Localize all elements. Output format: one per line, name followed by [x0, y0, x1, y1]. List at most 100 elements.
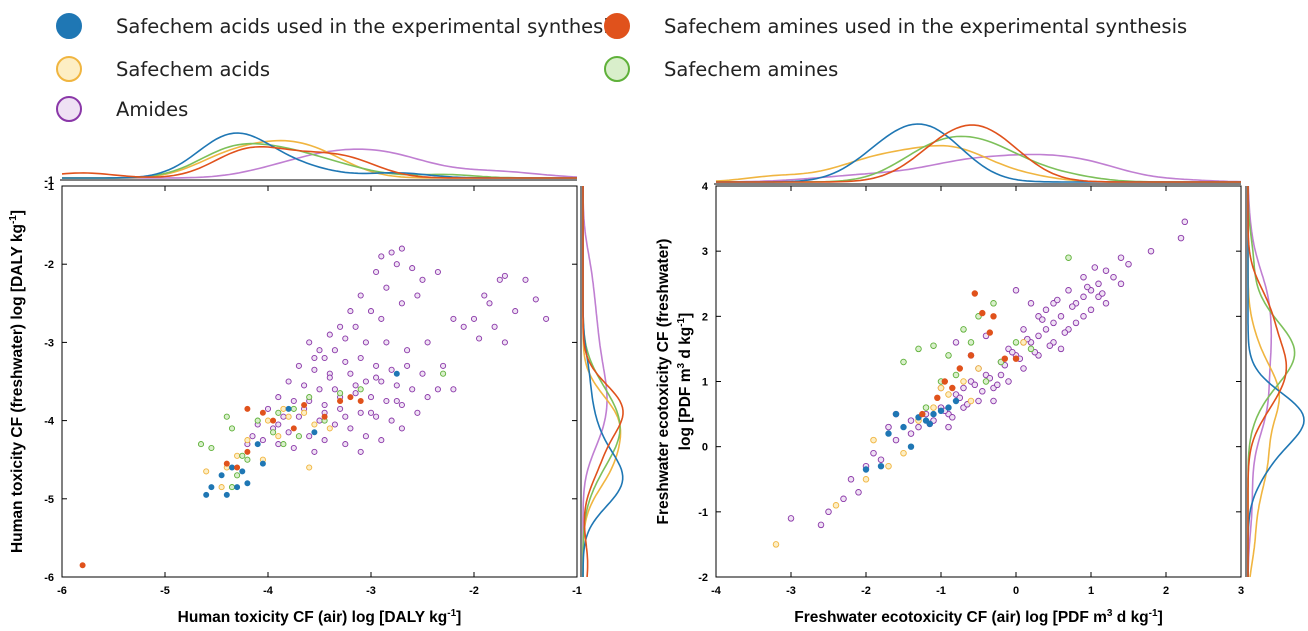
scatter-point [234, 472, 241, 479]
scatter-point [373, 362, 380, 369]
scatter-point [362, 339, 369, 346]
right-density-panel [1245, 185, 1305, 578]
density-curve-top [716, 153, 1242, 183]
scatter-point [280, 441, 287, 448]
x-tick-label: 2 [1163, 585, 1169, 597]
scatter-point [311, 366, 318, 373]
scatter-point [398, 425, 405, 432]
scatter-point [295, 413, 302, 420]
scatter-point [285, 429, 292, 436]
scatter-point [1042, 306, 1050, 314]
scatter-point [885, 430, 892, 437]
density-curve-top [716, 123, 1241, 183]
scatter-point [1054, 296, 1061, 304]
scatter-point [347, 308, 354, 315]
x-tick-label: -1 [936, 585, 946, 597]
scatter-point [393, 370, 400, 377]
scatter-point [244, 405, 251, 412]
y-tick-label: 0 [702, 442, 708, 454]
scatter-point [275, 433, 282, 440]
scatter-point [1009, 348, 1016, 356]
scatter-point [967, 397, 975, 405]
scatter-point [945, 391, 952, 398]
scatter-point [218, 472, 225, 479]
density-curve-top [716, 135, 1241, 183]
scatter-point [414, 409, 421, 416]
y-tick-label: 2 [702, 311, 708, 323]
scatter-point [877, 456, 885, 463]
y-tick-label: -3 [44, 337, 54, 349]
scatter-point [311, 429, 318, 436]
scatter-point [367, 308, 375, 315]
scatter-point [1095, 280, 1102, 288]
y-tick-label: -2 [44, 259, 54, 271]
scatter-point [1181, 218, 1189, 226]
scatter-point [979, 388, 986, 395]
legend-label: Amides [116, 97, 189, 121]
scatter-point [357, 386, 364, 393]
scatter-point [434, 268, 441, 276]
scatter-point [915, 345, 922, 353]
legend-label: Safechem acids used in the experimental … [116, 14, 619, 38]
scatter-point [434, 386, 441, 393]
scatter-point [997, 371, 1005, 379]
scatter-point [949, 384, 956, 392]
scatter-point [1012, 355, 1020, 362]
scatter-point [239, 468, 246, 475]
scatter-point [1012, 287, 1020, 294]
scatter-point [1057, 313, 1065, 320]
scatter-point [295, 433, 302, 440]
scatter-point [543, 315, 550, 322]
scatter-point [862, 476, 870, 483]
scatter-point [1012, 339, 1020, 346]
scatter-point [501, 272, 508, 279]
density-curve-right [1247, 186, 1305, 577]
scatter-point [301, 409, 308, 416]
scatter-point [285, 378, 292, 385]
density-curve-right [1247, 185, 1296, 577]
scatter-point [945, 352, 952, 359]
scatter-point [409, 265, 416, 272]
density-curve-top [62, 148, 578, 179]
x-tick-label: -6 [57, 585, 67, 597]
scatter-point [331, 421, 338, 428]
scatter-point [971, 381, 979, 389]
scatter-point [930, 410, 937, 418]
scatter-point [337, 390, 344, 397]
scatter-point [419, 370, 426, 377]
scatter-point [481, 292, 488, 299]
scatter-point [496, 276, 503, 283]
top-density-axis-label: -1 [44, 175, 54, 187]
x-tick-label: -3 [366, 585, 376, 597]
scatter-point [378, 437, 385, 444]
scatter-point [321, 413, 328, 420]
scatter-point [234, 452, 241, 459]
legend-item-acids-exp: Safechem acids used in the experimental … [56, 9, 619, 43]
scatter-point [228, 484, 236, 491]
scatter-point [930, 404, 937, 411]
scatter-point [311, 448, 318, 455]
x-tick-label: -1 [572, 585, 582, 597]
scatter-point [326, 374, 333, 381]
scatter-point [450, 315, 457, 322]
scatter-point [208, 444, 215, 452]
scatter-point [367, 409, 375, 416]
scatter-point [1020, 326, 1027, 333]
scatter-point [450, 386, 457, 393]
scatter-point [1099, 290, 1106, 297]
scatter-point [1080, 313, 1087, 320]
scatter-point [1110, 273, 1117, 281]
scatter-point [1177, 234, 1185, 242]
scatter-point [234, 464, 241, 471]
scatter-point [787, 515, 795, 522]
x-tick-label: -4 [711, 585, 722, 597]
scatter-point [347, 394, 354, 401]
scatter-point [1046, 342, 1054, 349]
scatter-point [342, 441, 349, 448]
scatter-point [1117, 254, 1125, 261]
plot-human-toxicity: -1 -6 -5 -4 -3 -2 -1 -6 -5 -4 -3 -2 -1 Human toxici… [8, 132, 624, 626]
legend-marker [56, 96, 82, 122]
scatter-point [228, 464, 235, 471]
legend-item-amines: Safechem amines [604, 52, 838, 86]
